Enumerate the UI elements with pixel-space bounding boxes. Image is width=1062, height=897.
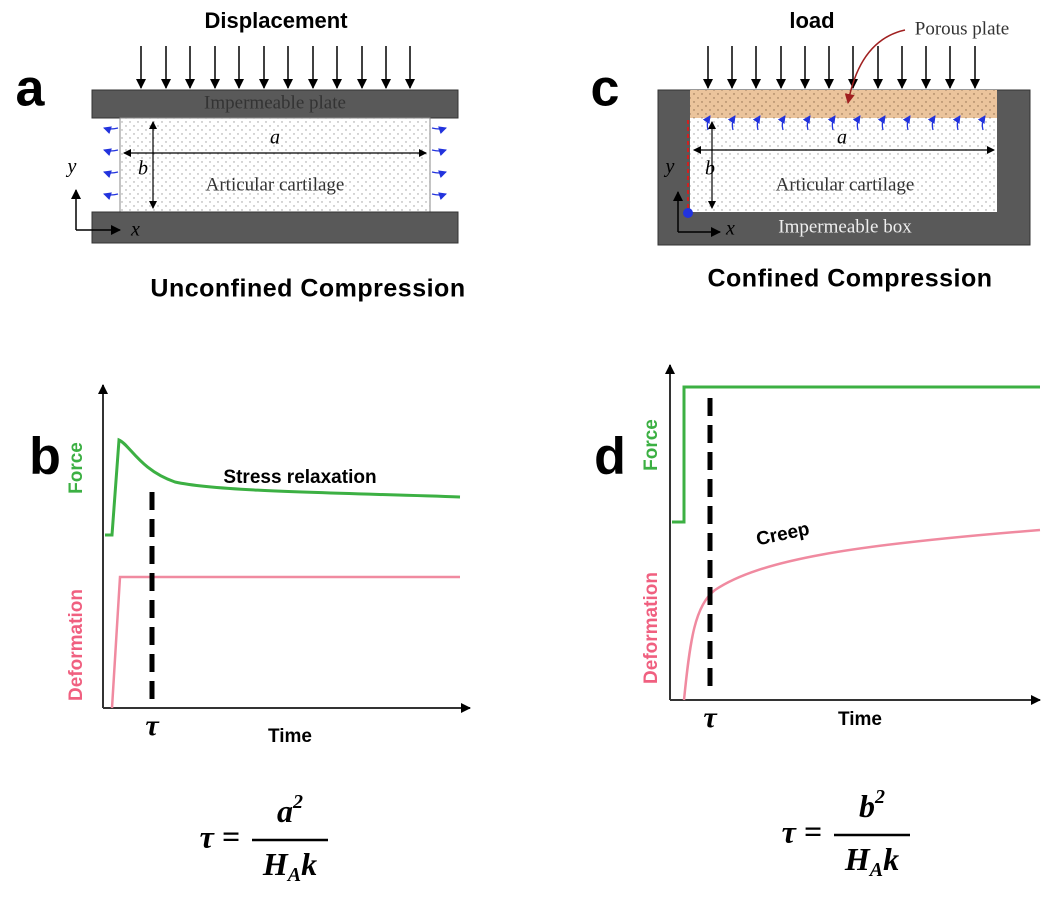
top-plate (91, 89, 459, 119)
porous-label: Porous plate (915, 18, 1009, 39)
x-label: Time (838, 709, 882, 730)
formula-lhs: τ = (200, 818, 240, 854)
exponent: 2 (874, 786, 885, 808)
cartilage (119, 117, 431, 213)
load-arrows (703, 46, 980, 89)
y-label: Force (66, 442, 87, 494)
y-label: Deformation (641, 572, 662, 684)
tissue-label: Articular cartilage (776, 174, 915, 195)
dim-label: b (138, 158, 148, 180)
axis-label: y (664, 156, 675, 178)
load-arrows (136, 46, 415, 89)
box-label: Impermeable box (778, 216, 912, 237)
panel-label: c (591, 60, 620, 118)
plate-label: Impermeable plate (204, 92, 346, 113)
panel-b: b Force Deformation Stress relaxation τ … (29, 384, 471, 886)
subscript: A (868, 859, 883, 881)
annotation: Stress relaxation (223, 467, 376, 488)
numerator: a (277, 793, 293, 829)
panel-d: d Force Deformation Creep τ Time τ = b2 … (594, 364, 1041, 881)
dim-label: b (705, 158, 715, 180)
denominator: H (262, 846, 289, 882)
tau-label: τ (145, 709, 160, 742)
denominator: H (844, 841, 871, 877)
caption: Confined Compression (707, 265, 992, 293)
dim-label: a (837, 127, 847, 149)
x-label: Time (268, 726, 312, 747)
panel-label: a (16, 60, 46, 118)
axis-label: x (130, 219, 140, 241)
panel-c: c load Porous plate a b Articular cartil… (591, 8, 1031, 293)
tissue-label: Articular cartilage (206, 174, 345, 195)
callout (844, 29, 906, 104)
deformation-curve (682, 528, 1041, 701)
denominator: k (301, 846, 317, 882)
annotation: Creep (754, 519, 811, 551)
caption: Unconfined Compression (150, 275, 465, 303)
formula-numerator: a2 (277, 791, 303, 830)
panel-label: b (29, 428, 61, 486)
bottom-plate (91, 211, 459, 244)
tau-label: τ (703, 701, 718, 734)
exponent: 2 (292, 791, 303, 813)
heading: load (789, 8, 834, 33)
subscript: A (286, 864, 301, 886)
formula: τ = b2 HAk (782, 786, 910, 881)
y-label: Deformation (66, 589, 87, 701)
origin-dot (683, 208, 693, 218)
deformation-curve (110, 575, 460, 709)
flow-arrows (103, 126, 447, 201)
panel-label: d (594, 428, 626, 486)
dim-label: a (270, 127, 280, 149)
axis-label: x (725, 218, 735, 240)
y-label: Force (641, 419, 662, 471)
denominator: k (883, 841, 899, 877)
heading: Displacement (204, 8, 348, 33)
formula-numerator: b2 (859, 786, 885, 825)
axis-label: y (66, 156, 77, 178)
force-curve (105, 437, 461, 537)
formula-denominator: HAk (844, 841, 899, 880)
force-curve (672, 385, 1040, 524)
panel-a: a Displacement Impermeable plate a b Art… (16, 8, 466, 303)
formula-lhs: τ = (782, 813, 822, 849)
porous-plate (690, 90, 997, 118)
cartilage (690, 118, 997, 212)
numerator: b (859, 788, 875, 824)
formula: τ = a2 HAk (200, 791, 328, 886)
flow-arrows (702, 115, 986, 131)
formula-denominator: HAk (262, 846, 317, 885)
